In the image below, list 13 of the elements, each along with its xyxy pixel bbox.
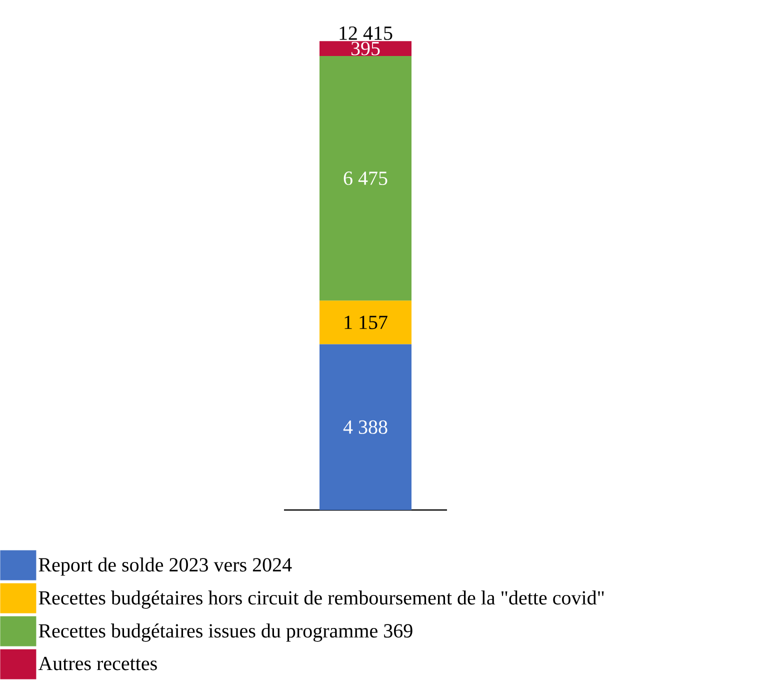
data-label: 4 388: [343, 420, 388, 434]
data-label: 395: [351, 42, 380, 56]
legend-label: Autres recettes: [38, 656, 157, 670]
legend-label: Recettes budgétaires issues du programme 369: [38, 624, 412, 642]
bar: [319, 56, 412, 301]
bar: [319, 41, 412, 56]
legend-label: Recettes budgétaires hors circuit de remboursement de la "dette covid": [38, 590, 604, 609]
data-label: 1 157: [344, 316, 388, 330]
total-label: 12 415: [340, 26, 392, 40]
bar: [319, 344, 412, 510]
legend-label: Report de solde 2023 vers 2024: [38, 558, 292, 576]
bar: [319, 300, 412, 344]
data-label: 6 475: [344, 172, 388, 186]
